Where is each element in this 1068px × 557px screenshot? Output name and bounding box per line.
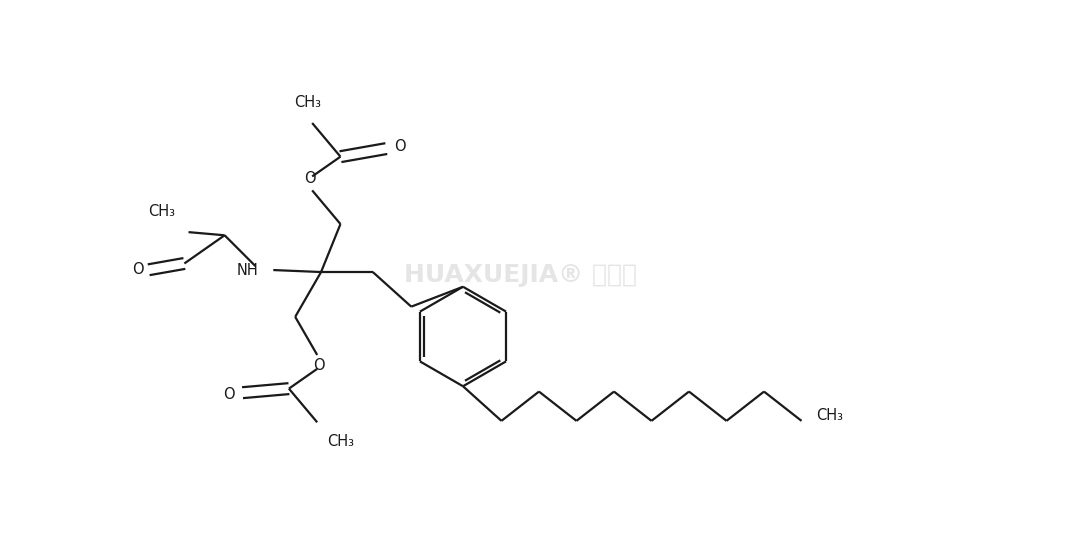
Text: CH₃: CH₃ bbox=[148, 204, 175, 219]
Text: CH₃: CH₃ bbox=[294, 95, 320, 110]
Text: O: O bbox=[313, 358, 325, 373]
Text: O: O bbox=[394, 139, 406, 154]
Text: HUAXUEJIA® 化学加: HUAXUEJIA® 化学加 bbox=[404, 263, 637, 287]
Text: O: O bbox=[223, 387, 235, 402]
Text: O: O bbox=[304, 172, 316, 187]
Text: CH₃: CH₃ bbox=[816, 408, 844, 423]
Text: O: O bbox=[132, 262, 144, 277]
Text: CH₃: CH₃ bbox=[327, 434, 355, 449]
Text: NH: NH bbox=[237, 262, 258, 277]
